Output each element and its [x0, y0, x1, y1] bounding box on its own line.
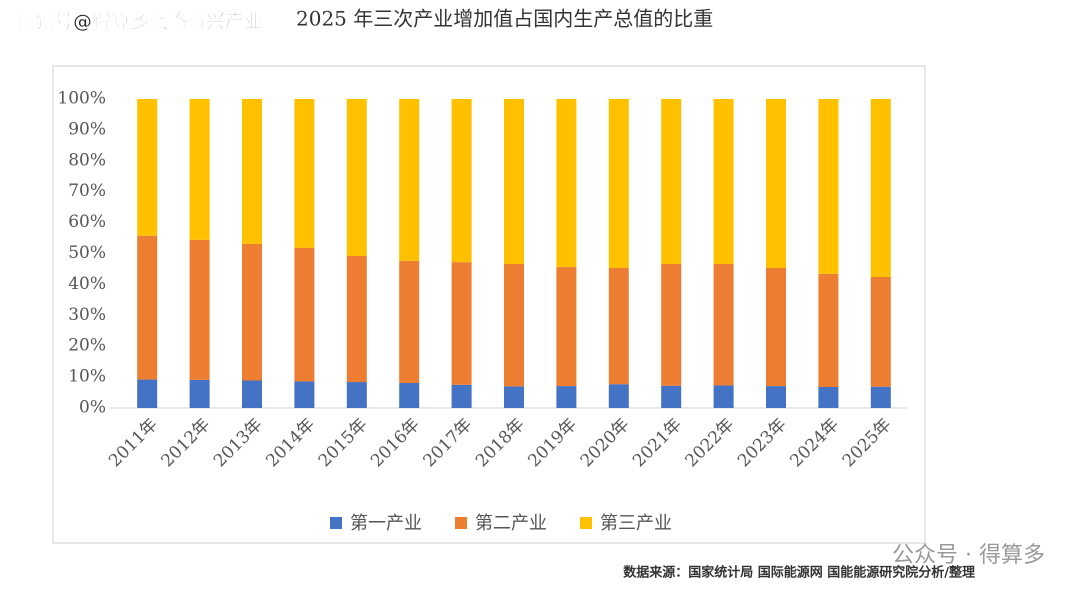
y-tick-label: 10% — [68, 367, 106, 387]
y-tick-label: 100% — [57, 89, 106, 109]
bar-segment — [137, 99, 158, 236]
bar-segment — [399, 382, 420, 408]
watermark: 搜狐号@得算多战略新兴产业 — [16, 10, 263, 33]
legend-swatch — [330, 517, 342, 529]
chart-frame — [52, 65, 926, 544]
bar-segment — [608, 99, 629, 269]
y-tick-label: 90% — [68, 119, 106, 139]
bar-segment — [294, 99, 315, 248]
bar-segment — [294, 381, 315, 408]
bar-segment — [818, 99, 839, 274]
bar-segment — [137, 379, 158, 408]
bar-segment — [346, 255, 367, 383]
legend-swatch — [455, 517, 467, 529]
bar-segment — [189, 379, 210, 408]
bar-segment — [818, 273, 839, 387]
chart-title: 2025 年三次产业增加值占国内生产总值的比重 — [296, 7, 713, 31]
y-tick-label: 60% — [68, 212, 106, 232]
bar-segment — [870, 386, 891, 408]
bar-segment — [661, 385, 682, 408]
bar-segment — [504, 264, 524, 387]
bar-segment — [556, 386, 577, 408]
bar-segment — [661, 264, 682, 386]
source-note: 数据来源：国家统计局 国际能源网 国能能源研究院分析/整理 — [623, 565, 975, 581]
legend-label: 第二产业 — [475, 513, 547, 534]
bar-segment — [242, 380, 262, 408]
legend-swatch — [580, 517, 592, 529]
y-tick-label: 50% — [68, 243, 106, 263]
bar-segment — [242, 99, 262, 244]
bar-segment — [451, 384, 472, 408]
bar-segment — [556, 99, 577, 268]
bar-segment — [451, 262, 472, 385]
legend-label: 第三产业 — [600, 513, 672, 534]
bar-segment — [504, 99, 524, 265]
bar-segment — [451, 99, 472, 263]
bar-segment — [818, 386, 839, 408]
y-tick-label: 80% — [68, 150, 106, 170]
bar-segment — [713, 385, 734, 408]
bar-segment — [504, 386, 524, 408]
y-tick-label: 40% — [68, 274, 106, 294]
bar-segment — [870, 276, 891, 387]
y-tick-label: 70% — [68, 181, 106, 201]
y-tick-label: 20% — [68, 336, 106, 356]
bar-segment — [608, 384, 629, 408]
bar-segment — [766, 268, 786, 387]
bar-segment — [661, 99, 682, 265]
bar-segment — [556, 267, 577, 387]
bar-segment — [189, 99, 210, 240]
bar-segment — [713, 264, 734, 386]
legend-label: 第一产业 — [350, 513, 422, 534]
bar-segment — [766, 386, 786, 408]
bar-segment — [346, 99, 367, 256]
brand-watermark: 公众号 · 得算多 — [892, 543, 1045, 568]
bar-segment — [870, 99, 891, 277]
bar-segment — [399, 99, 420, 261]
bar-segment — [608, 268, 629, 385]
bar-segment — [294, 247, 315, 382]
bar-segment — [189, 239, 210, 380]
bar-segment — [766, 99, 786, 269]
y-tick-label: 0% — [79, 398, 106, 418]
bar-segment — [346, 382, 367, 408]
bar-segment — [713, 99, 734, 265]
y-tick-label: 30% — [68, 305, 106, 325]
bar-segment — [399, 260, 420, 383]
bar-segment — [242, 243, 262, 381]
bar-segment — [137, 235, 158, 380]
